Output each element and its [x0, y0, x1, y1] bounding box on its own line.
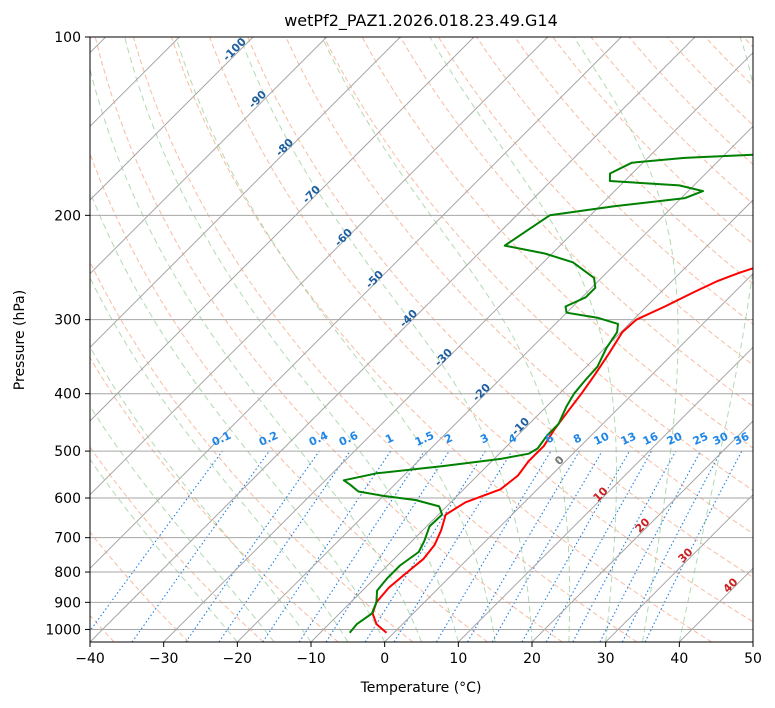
- mixing-ratio-line: [644, 450, 743, 642]
- mixing-ratio-label: 16: [641, 430, 661, 448]
- dry-adiabat: [285, 37, 753, 535]
- dry-adiabat: [590, 37, 753, 205]
- moist-adiabat: [175, 37, 496, 642]
- mixing-ratio-label: 10: [592, 430, 612, 448]
- dry-adiabat: [476, 37, 753, 325]
- y-tick-label: 600: [54, 491, 81, 507]
- mixing-ratio-label: 25: [691, 430, 710, 448]
- y-tick-label: 100: [54, 30, 81, 46]
- isotherm: [236, 125, 753, 642]
- mixing-ratio-line: [218, 450, 351, 642]
- series-layer: [342, 153, 753, 634]
- moist-adiabat: [429, 37, 617, 642]
- mixing-ratio-label: 20: [665, 430, 685, 448]
- mixing-ratio-label: 36: [732, 430, 752, 448]
- x-tick-label: 20: [523, 651, 541, 667]
- isotherm: [605, 493, 753, 642]
- mixing-ratio-line: [298, 450, 425, 642]
- x-tick-label: −30: [149, 651, 179, 667]
- moist-adiabat: [90, 405, 275, 642]
- dry-adiabat: [171, 37, 712, 642]
- x-tick-label: 50: [744, 651, 762, 667]
- isotherm: [90, 37, 254, 201]
- isotherm: [90, 37, 475, 422]
- moist-adiabat: [124, 37, 459, 642]
- x-axis-label: Temperature (°C): [360, 680, 482, 696]
- isotherm: [310, 199, 753, 642]
- background-lines: [90, 37, 753, 642]
- isotherm: [163, 51, 753, 642]
- y-tick-label: 300: [54, 313, 81, 329]
- temperature-profile: [371, 267, 753, 634]
- x-axis: −40 −30 −20 −10 0 10 20 30 40 50: [75, 642, 762, 667]
- dry-adiabat: [90, 356, 339, 642]
- dry-adiabat: [94, 37, 563, 642]
- y-tick-label: 400: [54, 387, 81, 403]
- moist-adiabat: [90, 276, 349, 642]
- mixing-ratio-label: 13: [619, 430, 638, 448]
- isotherm: [90, 37, 549, 496]
- x-tick-label: 10: [449, 651, 467, 667]
- mixing-ratio-line: [90, 450, 223, 632]
- x-tick-label: 30: [597, 651, 615, 667]
- isotherm: [384, 272, 753, 642]
- x-tick-label: 0: [380, 651, 389, 667]
- dry-adiabat: [209, 37, 753, 623]
- moist-adiabat: [90, 67, 422, 642]
- dry-adiabat: [399, 37, 753, 407]
- x-tick-label: −20: [223, 651, 253, 667]
- moist-adiabat: [90, 458, 238, 642]
- mixing-ratio-line: [131, 450, 270, 642]
- mixing-ratio-line: [545, 450, 653, 642]
- isotherm: [90, 37, 401, 349]
- x-tick-label: −40: [75, 651, 105, 667]
- x-tick-label: 40: [670, 651, 688, 667]
- y-tick-label: 900: [54, 595, 81, 611]
- dry-adiabat: [90, 531, 190, 642]
- isotherm: [90, 37, 696, 642]
- mixing-ratio-line: [521, 450, 630, 642]
- y-tick-label: 700: [54, 531, 81, 547]
- moist-adiabat: [90, 190, 386, 642]
- dry-adiabat: [552, 37, 753, 245]
- dry-adiabat: [437, 37, 753, 366]
- dry-adiabat: [323, 37, 753, 491]
- y-tick-label: 200: [54, 208, 81, 224]
- isotherm: [90, 37, 328, 275]
- isotherm: [457, 346, 753, 642]
- plot-frame: [89, 36, 754, 643]
- y-tick-label: 1000: [45, 622, 81, 638]
- moist-adiabat: [573, 37, 679, 642]
- dewpoint-profile: [342, 153, 753, 634]
- isotherm: [531, 420, 753, 642]
- moist-adiabat: [239, 37, 533, 642]
- mixing-ratio-label: 30: [711, 430, 731, 448]
- moist-adiabat: [321, 37, 571, 642]
- dry-adiabat: [90, 260, 414, 642]
- dry-adiabat: [132, 37, 638, 642]
- y-axis: 100 200 300 400 500 600 700 800 900 1000: [45, 30, 90, 638]
- isotherm: [90, 37, 622, 570]
- y-axis-label: Pressure (hPa): [12, 290, 28, 390]
- mixing-ratio-line: [572, 450, 677, 642]
- mixing-ratio-line: [262, 450, 392, 642]
- moist-adiabat: [678, 37, 753, 642]
- y-tick-label: 800: [54, 565, 81, 581]
- y-tick-label: 500: [54, 444, 81, 460]
- x-tick-label: −10: [296, 651, 326, 667]
- mixing-ratio-line: [185, 450, 320, 642]
- plot-area: [90, 37, 753, 642]
- chart-title: wetPf2_PAZ1.2026.018.23.49.G14: [284, 11, 558, 31]
- mixing-ratio-line: [325, 450, 450, 642]
